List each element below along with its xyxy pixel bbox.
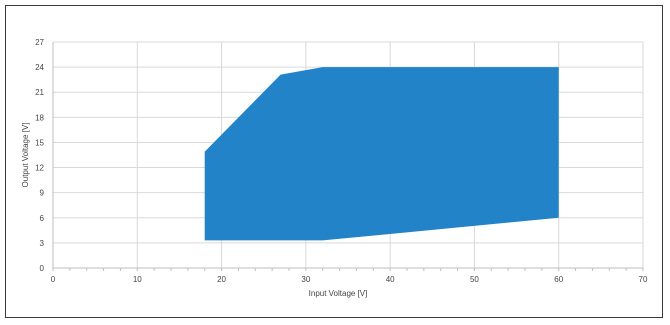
- y-tick-label: 27: [35, 38, 44, 47]
- y-tick-label: 3: [40, 239, 45, 248]
- x-tick-label: 40: [386, 275, 395, 284]
- tick-labels: 0 3 6 9 12 15 18 21 24 27 0 10 20 30 40 50 60 70: [35, 38, 648, 284]
- area-layer: [204, 67, 559, 241]
- y-tick-label: 21: [35, 88, 44, 97]
- x-tick-label: 60: [554, 275, 563, 284]
- x-tick-label: 0: [51, 275, 56, 284]
- x-tick-label: 70: [639, 275, 648, 284]
- x-tick-label: 20: [217, 275, 226, 284]
- axes: [52, 42, 644, 271]
- x-tick-label: 10: [133, 275, 142, 284]
- x-tick-label: 50: [470, 275, 479, 284]
- y-tick-label: 24: [35, 63, 44, 72]
- operating-region-area: [204, 67, 559, 241]
- y-tick-label: 12: [35, 164, 44, 173]
- y-axis-title: Output Voltage [V]: [21, 123, 30, 188]
- y-tick-label: 0: [40, 264, 45, 273]
- x-axis-title: Input Voltage [V]: [309, 289, 368, 298]
- x-tick-label: 30: [301, 275, 310, 284]
- y-tick-label: 15: [35, 138, 44, 147]
- y-tick-label: 6: [40, 214, 45, 223]
- y-tick-label: 18: [35, 113, 44, 122]
- y-tick-label: 9: [40, 189, 45, 198]
